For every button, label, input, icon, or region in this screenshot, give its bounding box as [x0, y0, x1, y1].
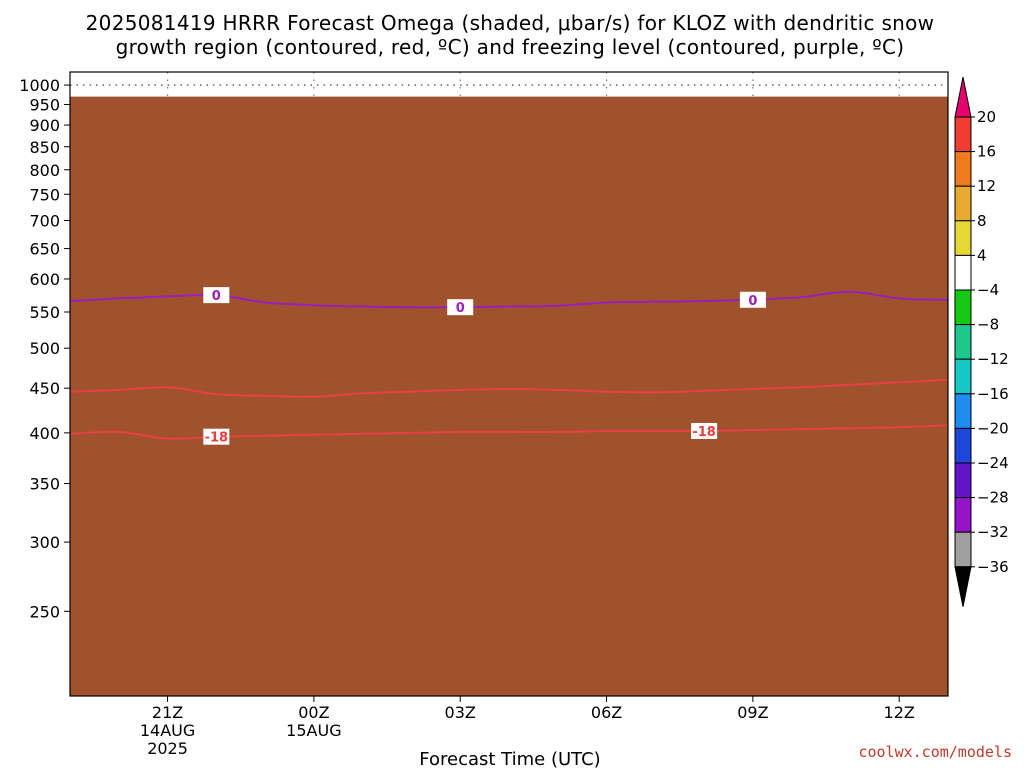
colorbar-label: 16 — [977, 143, 996, 161]
contour-label-bg — [203, 428, 230, 445]
y-tick-label-800: 800 — [29, 161, 60, 180]
credit-link[interactable]: coolwx.com/models — [858, 743, 1012, 761]
y-tick-label-750: 750 — [29, 185, 60, 204]
colorbar-label: 8 — [977, 212, 987, 230]
x-tick-date-14AUG: 14AUG — [140, 721, 195, 740]
colorbar-bin-10 — [954, 462, 972, 499]
colorbar-bin-4 — [954, 254, 972, 291]
contour-lines: -18 -18 0 0 0 — [70, 287, 948, 446]
colorbar-bin-9 — [954, 427, 972, 464]
y-axis-ticks: 250 300 350 400 450 500 550 600 650 700 750 800 850 9… — [19, 76, 70, 621]
y-tick-label-650: 650 — [29, 240, 60, 259]
y-tick-label-300: 300 — [29, 533, 60, 552]
colorbar-extend-top — [954, 76, 972, 118]
y-tick-label-550: 550 — [29, 303, 60, 322]
colorbar-label: −24 — [977, 454, 1009, 472]
contour--12 — [70, 378, 948, 398]
contour-label--18: -18 — [205, 431, 229, 446]
colorbar-label: −36 — [977, 558, 1009, 576]
contour-label-0: 0 — [456, 301, 465, 316]
colorbar-label: 20 — [977, 108, 996, 126]
x-axis-title: Forecast Time (UTC) — [419, 749, 600, 768]
plot-frame — [69, 71, 949, 697]
chart-title-line2: growth region (contoured, red, ºC) and f… — [116, 35, 905, 59]
colorbar-label: −8 — [977, 316, 999, 334]
contour-label-0: 0 — [212, 289, 221, 304]
colorbar-label: −32 — [977, 523, 1009, 541]
x-tick-year-2025: 2025 — [147, 739, 188, 758]
x-tick-label-21Z: 21Z — [152, 703, 183, 722]
contour-label-bg — [447, 299, 474, 316]
y-tick-label-250: 250 — [29, 602, 60, 621]
y-tick-label-1000: 1000 — [19, 76, 60, 95]
colorbar-bin-0 — [954, 116, 972, 153]
colorbar-bin-8 — [954, 393, 972, 429]
contour-label-0: 0 — [748, 294, 757, 309]
colorbar-bin-3 — [954, 220, 972, 256]
ground-layer — [70, 96, 948, 696]
contour-label-bg — [739, 291, 766, 308]
ground-rect — [70, 96, 948, 696]
x-tick-label-00Z: 00Z — [298, 703, 329, 722]
contour-label-bg — [203, 287, 230, 304]
x-tick-label-09Z: 09Z — [737, 703, 768, 722]
y-tick-label-850: 850 — [29, 138, 60, 157]
y-tick-label-500: 500 — [29, 339, 60, 358]
colorbar-bin-2 — [954, 185, 972, 222]
colorbar-extend-bottom — [954, 566, 972, 607]
y-tick-label-700: 700 — [29, 211, 60, 230]
y-tick-label-600: 600 — [29, 270, 60, 289]
colorbar-bin-5 — [954, 289, 972, 326]
y-tick-label-350: 350 — [29, 475, 60, 494]
colorbar-bin-11 — [954, 497, 972, 533]
x-tick-label-03Z: 03Z — [445, 703, 476, 722]
colorbar-bin-6 — [954, 324, 972, 360]
contour-label--18: -18 — [692, 425, 716, 440]
colorbar-label: −12 — [977, 350, 1009, 368]
y-tick-label-950: 950 — [29, 96, 60, 115]
contour-label-bg — [691, 422, 718, 439]
colorbar-label: −20 — [977, 419, 1009, 437]
x-tick-label-06Z: 06Z — [591, 703, 622, 722]
colorbar-label: 4 — [977, 246, 987, 264]
y-tick-label-450: 450 — [29, 379, 60, 398]
colorbar-bin-1 — [954, 151, 972, 187]
colorbar-label: 12 — [977, 177, 996, 195]
chart-title-line1: 2025081419 HRRR Forecast Omega (shaded, … — [86, 11, 935, 35]
y-tick-label-900: 900 — [29, 116, 60, 135]
colorbar-label: −4 — [977, 281, 999, 299]
colorbar-bin-12 — [954, 531, 972, 568]
y-tick-label-400: 400 — [29, 424, 60, 443]
colorbar-bin-7 — [954, 358, 972, 395]
colorbar: 20 16 12 8 4 −4 −8 −12 −16 −20 −24 −28 −32 −36 — [954, 76, 1009, 607]
x-tick-label-12Z: 12Z — [884, 703, 915, 722]
colorbar-label: −16 — [977, 385, 1009, 403]
x-tick-date-15AUG: 15AUG — [286, 721, 341, 740]
colorbar-label: −28 — [977, 489, 1009, 507]
